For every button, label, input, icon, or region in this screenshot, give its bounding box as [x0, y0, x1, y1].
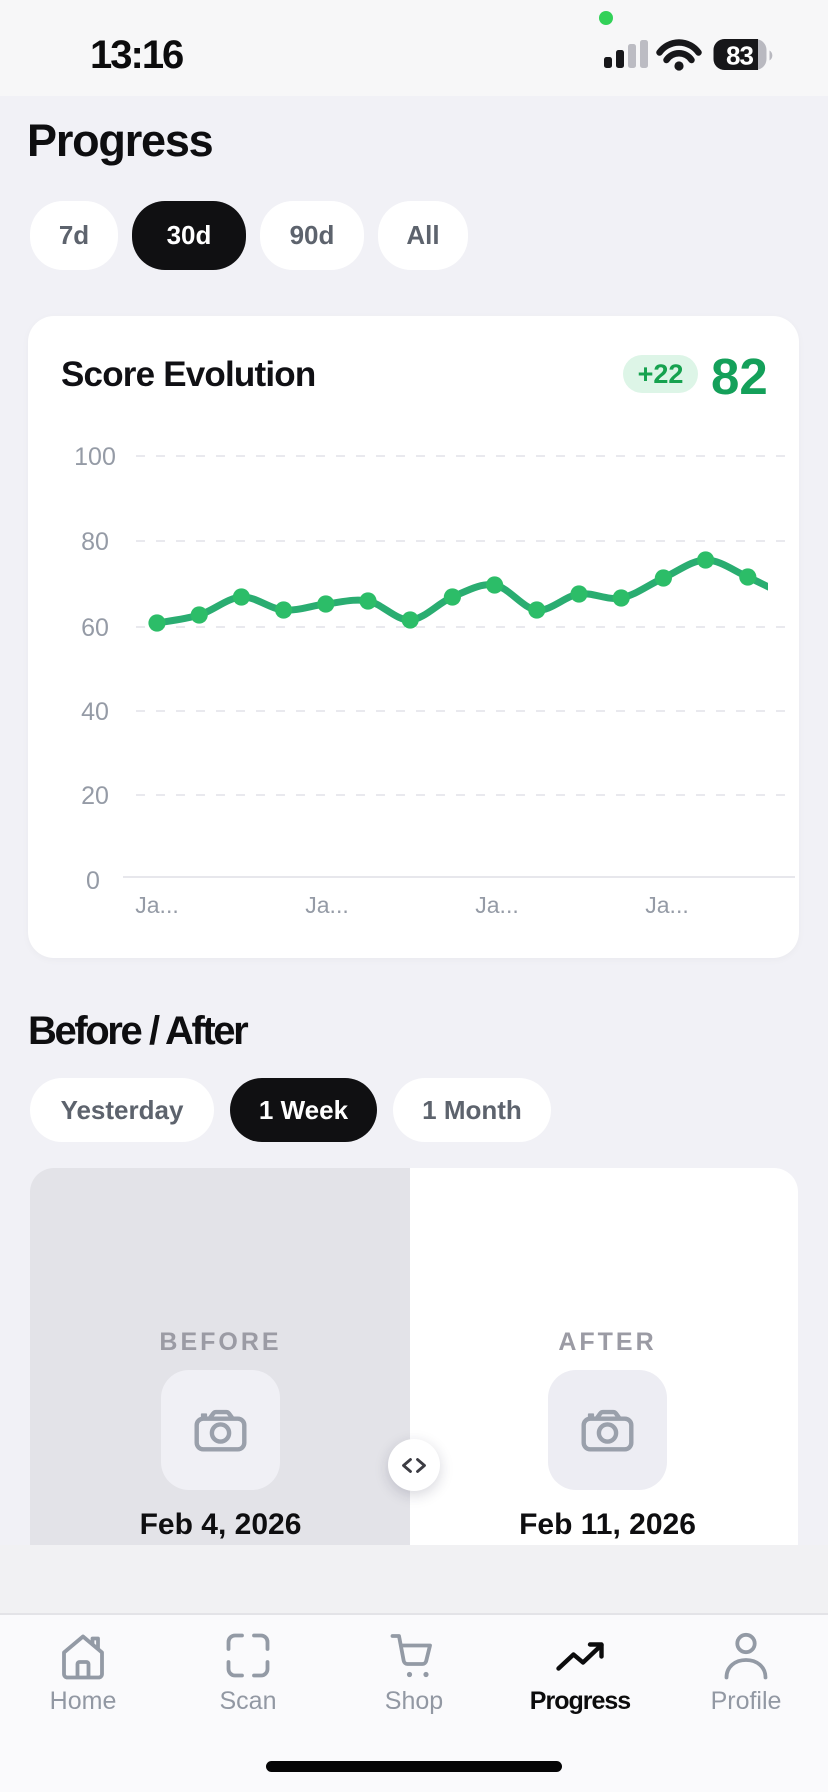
svg-text:20: 20 — [81, 782, 109, 810]
svg-text:100: 100 — [74, 443, 116, 471]
svg-text:Ja...: Ja... — [475, 892, 518, 918]
svg-text:Ja...: Ja... — [305, 892, 348, 918]
svg-text:0: 0 — [86, 867, 100, 895]
svg-text:60: 60 — [81, 614, 109, 642]
svg-text:Ja...: Ja... — [645, 892, 688, 918]
svg-text:Ja...: Ja... — [135, 892, 178, 918]
svg-text:80: 80 — [81, 528, 109, 556]
svg-text:40: 40 — [81, 698, 109, 726]
svg-text:83: 83 — [726, 41, 753, 71]
